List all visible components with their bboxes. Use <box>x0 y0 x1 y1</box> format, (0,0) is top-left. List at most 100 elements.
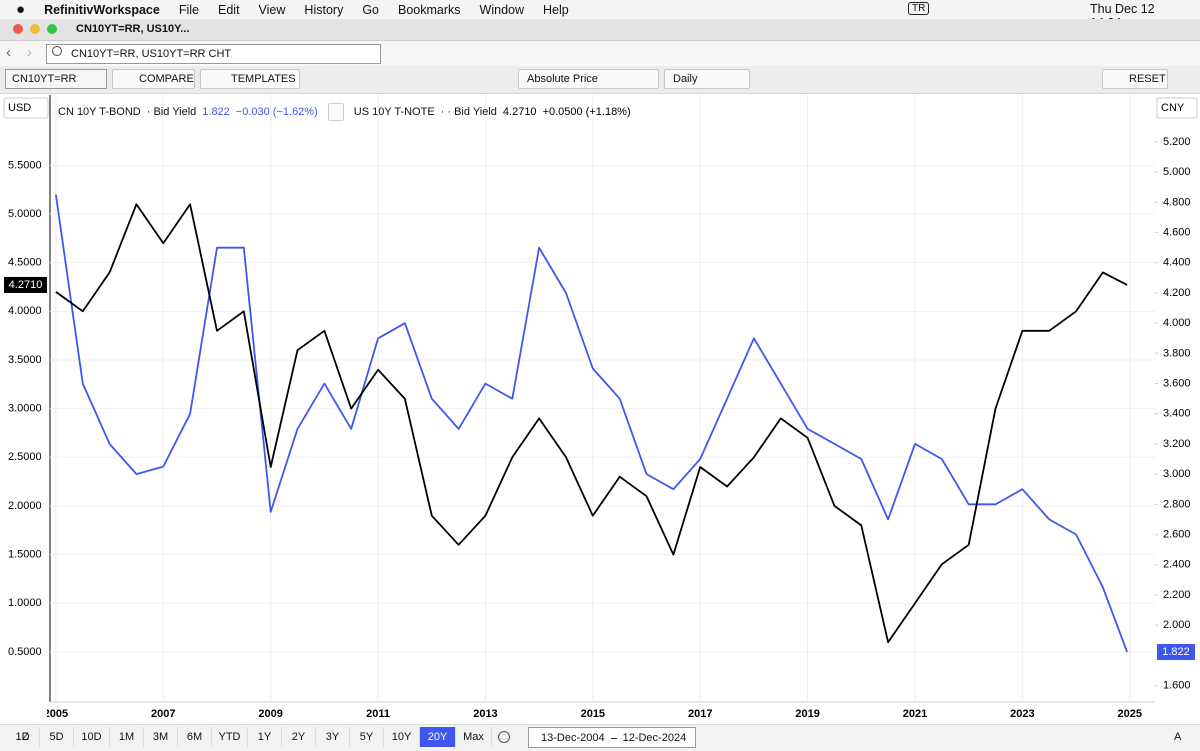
legend-collapse-button[interactable] <box>327 103 344 121</box>
auto-button[interactable]: A <box>1174 731 1182 743</box>
y-tick-label: 5.5000 <box>8 159 42 171</box>
menu-item[interactable]: Window <box>479 2 525 17</box>
range-button[interactable]: YTD <box>212 727 248 747</box>
range-button[interactable]: 3Y <box>316 727 350 747</box>
address-input[interactable]: CN10YT=RR, US10YT=RR CHT <box>46 44 381 64</box>
y2-tick-label: 4.200 <box>1163 287 1191 299</box>
legend-quote: · Bid Yield <box>146 106 197 118</box>
range-button[interactable]: 3M <box>144 727 178 747</box>
range-button[interactable]: 10Y <box>384 727 420 747</box>
x-tick-label: 2015 <box>581 708 605 720</box>
y2-tick-label: 4.000 <box>1163 317 1191 329</box>
tab-title[interactable]: CN10YT=RR, US10Y... <box>76 23 190 35</box>
y2-tick-label: 3.600 <box>1163 377 1191 389</box>
x-tick-label: 2007 <box>151 708 175 720</box>
y-tick-label: 4.5000 <box>8 257 42 269</box>
x-tick-label: 2021 <box>903 708 927 720</box>
symbol-input[interactable]: CN10YT=RR <box>5 69 107 89</box>
menu-item[interactable]: View <box>258 2 286 17</box>
tab-bar: CN10YT=RR, US10Y... <box>0 19 1200 41</box>
legend-quote: · · Bid Yield <box>440 106 497 118</box>
range-button[interactable]: 5Y <box>350 727 384 747</box>
range-button[interactable]: 1M <box>110 727 144 747</box>
tr-badge[interactable]: TR <box>908 2 930 15</box>
templates-button[interactable]: TEMPLATES <box>200 69 300 89</box>
price-mode-select[interactable]: Absolute Price <box>518 69 659 89</box>
x-tick-label: 2025 <box>1118 708 1142 720</box>
y2-tick-label: 3.200 <box>1163 438 1191 450</box>
y2-tick-label: 5.000 <box>1163 166 1191 178</box>
y-tick-label: 1.0000 <box>8 597 42 609</box>
menu-item[interactable]: History <box>304 2 344 17</box>
forward-button[interactable]: › <box>27 44 32 61</box>
interval-select[interactable]: Daily <box>664 69 750 89</box>
x-tick-label: 2019 <box>795 708 819 720</box>
x-tick-label: 2023 <box>1010 708 1034 720</box>
zoom-left-button[interactable]: Z <box>22 731 29 743</box>
apple-logo[interactable]: ● <box>16 1 26 18</box>
menu-item[interactable]: Help <box>543 2 569 17</box>
minimize-button[interactable] <box>30 24 40 34</box>
date-separator <box>610 738 617 747</box>
range-button[interactable]: 20Y <box>420 727 456 747</box>
x-tick-label: 2013 <box>473 708 497 720</box>
range-settings[interactable] <box>498 731 510 743</box>
footer: Z 13-Dec-2004 12-Dec-2024 A 1D 5D 10D 1M 3M 6… <box>0 724 1200 751</box>
legend: CN 10Y T-BOND · Bid Yield 1.822 −0.030 (−1.… <box>58 103 631 121</box>
range-button[interactable]: Max <box>456 727 492 747</box>
y2-tick-label: 4.800 <box>1163 196 1191 208</box>
legend-last: 1.822 <box>202 106 230 118</box>
legend-change: −0.030 (−1.62%) <box>235 106 318 118</box>
compare-button[interactable]: COMPARE <box>112 69 195 89</box>
y2-tick-label: 5.200 <box>1163 136 1191 148</box>
y-tick-label: 4.0000 <box>8 305 42 317</box>
menu-item[interactable]: Go <box>362 2 380 17</box>
x-tick-label: 2005 <box>44 708 68 720</box>
y2-tick-label: 2.000 <box>1163 619 1191 631</box>
x-tick-label: 2009 <box>258 708 282 720</box>
menu-item[interactable]: Bookmarks <box>398 2 461 17</box>
right-unit-box[interactable] <box>1156 97 1198 119</box>
legend-change: +0.0500 (+1.18%) <box>542 106 631 118</box>
y2-tick-label: 2.800 <box>1163 498 1191 510</box>
range-button[interactable]: 5D <box>40 727 74 747</box>
last-value-badge <box>4 276 47 293</box>
back-button[interactable]: ‹ <box>6 44 11 61</box>
range-button[interactable]: 2Y <box>282 727 316 747</box>
menu-item[interactable]: Edit <box>218 2 240 17</box>
y2-tick-label: 3.800 <box>1163 347 1191 359</box>
menu-item[interactable]: File <box>178 2 199 17</box>
menu-items: File Edit View History Go Bookmarks Window Help <box>179 3 588 17</box>
address-bar: ‹ › CN10YT=RR, US10YT=RR CHT <box>0 41 1200 66</box>
range-button[interactable]: 1Y <box>248 727 282 747</box>
series-line <box>55 203 1128 644</box>
date-range[interactable]: 13-Dec-2004 12-Dec-2024 <box>528 727 696 748</box>
toolbar: CN10YT=RR COMPARE TEMPLATES Absolute Pri… <box>0 66 1200 94</box>
y-tick-label: 1.5000 <box>8 548 42 560</box>
left-unit: USD <box>8 102 31 114</box>
app-name[interactable]: RefinitivWorkspace <box>44 2 160 17</box>
last-value-label: 1.822 <box>1162 646 1190 658</box>
y-tick-label: 3.5000 <box>8 354 42 366</box>
zoom-button[interactable] <box>47 24 57 34</box>
series-line <box>55 194 1128 653</box>
y2-tick-label: 2.400 <box>1163 559 1191 571</box>
left-unit-box[interactable] <box>3 97 49 119</box>
y-tick-label: 2.5000 <box>8 451 42 463</box>
legend-name: CN 10Y T-BOND <box>58 106 141 118</box>
close-button[interactable] <box>13 24 23 34</box>
y2-tick-label: 2.600 <box>1163 528 1191 540</box>
y-tick-label: 3.0000 <box>8 403 42 415</box>
range-button[interactable]: 1D <box>6 727 40 747</box>
menu-bar: ● RefinitivWorkspace File Edit View History… <box>0 0 1200 30</box>
y2-tick-label: 1.600 <box>1163 679 1191 691</box>
y-tick-label: 0.5000 <box>8 646 42 658</box>
y-tick-label: 5.0000 <box>8 208 42 220</box>
reset-button[interactable]: RESET <box>1102 69 1168 89</box>
y2-tick-label: 3.000 <box>1163 468 1191 480</box>
range-button[interactable]: 6M <box>178 727 212 747</box>
range-button[interactable]: 10D <box>74 727 110 747</box>
y-tick-label: 2.0000 <box>8 500 42 512</box>
date-to: 12-Dec-2024 <box>622 732 687 744</box>
